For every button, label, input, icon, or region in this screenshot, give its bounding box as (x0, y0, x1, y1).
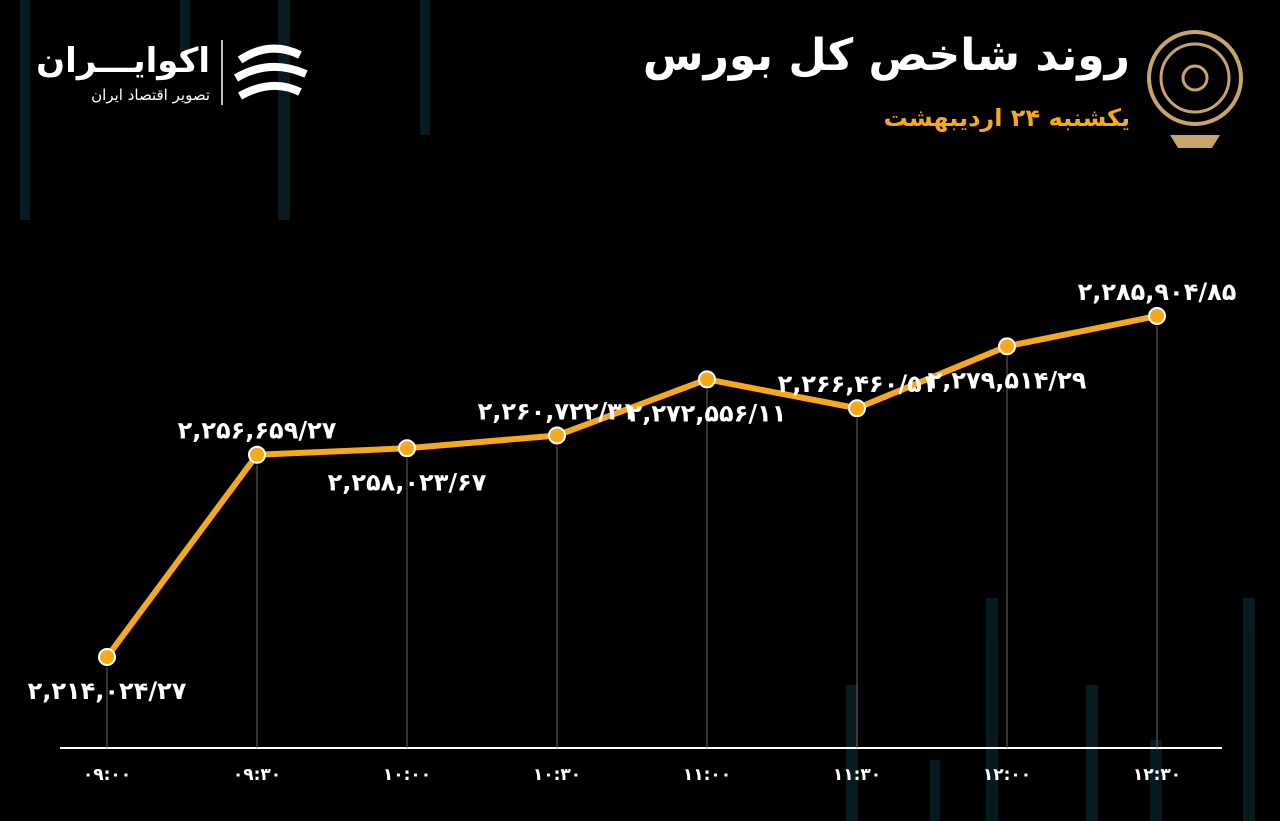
value-label: ۲,۲۸۵,۹۰۴/۸۵ (1078, 278, 1237, 306)
brand: اکوایـــران (36, 41, 210, 81)
point (98, 648, 116, 666)
point (548, 426, 566, 445)
x-tick-label: ۱۰:۳۰ (533, 765, 581, 785)
point (1148, 307, 1166, 325)
value-label: ۲,۲۶۶,۴۶۰/۵۱ (778, 370, 937, 398)
series-line (104, 313, 1158, 659)
point (698, 370, 716, 389)
x-tick-label: ۱۰:۰۰ (383, 765, 431, 785)
x-tick-label: ۱۲:۳۰ (1133, 765, 1181, 785)
point (398, 439, 416, 458)
value-label: ۲,۲۵۶,۶۵۹/۲۷ (178, 417, 337, 445)
subtitle: یکشنبه ۲۴ اردیبهشت (884, 104, 1130, 132)
title: روند شاخص کل بورس (643, 30, 1130, 81)
value-label: ۲,۲۶۰,۷۲۲/۳۱ (478, 397, 637, 425)
emblem (1147, 30, 1243, 148)
x-tick-label: ۰۹:۳۰ (233, 765, 281, 785)
point (248, 445, 266, 464)
x-tick-label: ۱۲:۰۰ (983, 765, 1031, 785)
x-tick-label: ۱۱:۰۰ (683, 765, 731, 785)
x-tick-label: ۰۹:۰۰ (83, 765, 131, 785)
x-tick-label: ۱۱:۳۰ (833, 765, 881, 785)
value-label: ۲,۲۵۸,۰۲۳/۶۷ (328, 468, 487, 496)
value-label: ۲,۲۱۴,۰۲۴/۲۷ (28, 677, 187, 705)
brand-tagline: تصویر اقتصاد ایران (91, 86, 210, 104)
point (848, 399, 866, 418)
value-label: ۲,۲۷۹,۵۱۴/۲۹ (928, 366, 1087, 394)
decor-bars (20, 0, 1255, 821)
value-label: ۲,۲۷۲,۵۵۶/۱۱ (628, 399, 787, 427)
point (998, 337, 1016, 356)
brand-logo (221, 40, 308, 105)
